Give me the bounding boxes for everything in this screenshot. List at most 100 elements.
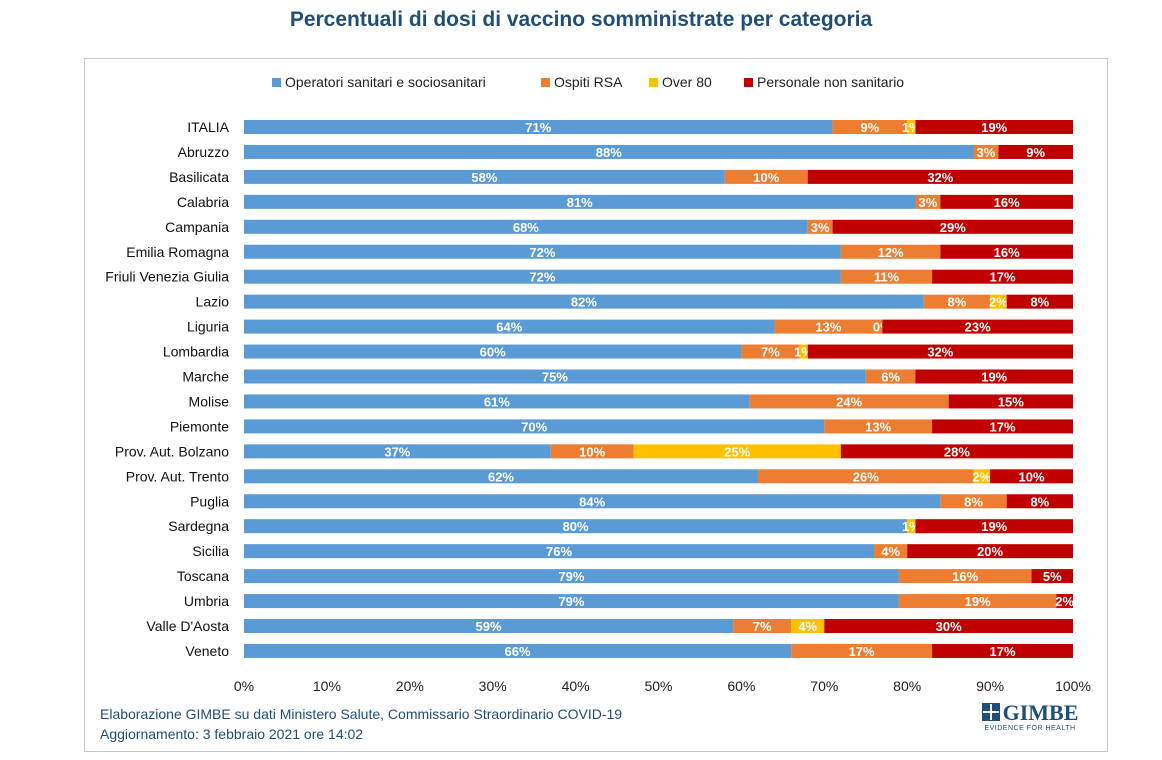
bar-segment: [244, 519, 908, 534]
category-label: Liguria: [187, 319, 229, 335]
bar-segment: [807, 219, 833, 234]
legend-swatch: [272, 78, 281, 87]
data-label: 32%: [927, 345, 953, 360]
data-label: 60%: [480, 345, 506, 360]
data-label: 10%: [579, 444, 605, 459]
data-label: 62%: [488, 469, 514, 484]
category-label: Umbria: [184, 593, 229, 609]
category-label: Prov. Aut. Bolzano: [115, 443, 229, 459]
category-label: Lombardia: [163, 344, 229, 360]
data-label: 5%: [1043, 569, 1062, 584]
bar-segment: [824, 419, 933, 434]
legend-swatch: [744, 78, 753, 87]
data-label: 3%: [977, 145, 996, 160]
bar-segment: [741, 344, 800, 359]
bar-segment: [932, 269, 1073, 284]
bar-segment: [915, 194, 941, 209]
bar-segment: [244, 444, 551, 459]
legend-label: Personale non sanitario: [757, 74, 904, 90]
bar-segment: [807, 344, 1073, 359]
bar-segment: [973, 469, 991, 484]
bar-segment: [898, 594, 1057, 609]
bar-segment: [840, 269, 933, 284]
bar-segment: [244, 120, 833, 134]
bar-segment: [550, 444, 634, 459]
data-label: 24%: [836, 394, 862, 409]
x-tick-label: 100%: [1055, 678, 1091, 694]
legend-swatch: [541, 78, 550, 87]
data-label: 71%: [525, 120, 551, 135]
data-label: 64%: [496, 320, 522, 335]
data-label: 9%: [860, 120, 879, 135]
data-label: 19%: [965, 594, 991, 609]
bar-segment: [932, 643, 1073, 658]
x-tick-label: 80%: [893, 678, 921, 694]
bar-segment: [1006, 294, 1073, 309]
bar-segment: [932, 419, 1073, 434]
bar-segment: [940, 494, 1007, 509]
data-label: 10%: [1019, 469, 1045, 484]
data-label: 19%: [981, 519, 1007, 534]
bar-segment: [915, 519, 1073, 534]
update-line: Aggiornamento: 3 febbraio 2021 ore 14:02: [100, 726, 364, 742]
data-label: 59%: [476, 619, 502, 634]
data-label: 19%: [981, 120, 1007, 135]
data-label: 20%: [977, 544, 1003, 559]
data-label: 68%: [513, 220, 539, 235]
x-tick-label: 40%: [562, 678, 590, 694]
data-label: 4%: [798, 619, 817, 634]
data-label: 11%: [874, 270, 900, 285]
bar-segment: [244, 194, 916, 209]
bar-segment: [840, 244, 941, 259]
data-label: 8%: [964, 494, 983, 509]
data-label: 7%: [761, 345, 780, 360]
category-label: Abruzzo: [178, 144, 230, 160]
bar-segment: [244, 144, 974, 159]
bar-segment: [940, 194, 1073, 209]
data-label: 32%: [927, 170, 953, 185]
bar-segment: [973, 144, 999, 159]
bar-segment: [244, 544, 875, 559]
category-label: Calabria: [177, 194, 229, 210]
data-label: 80%: [563, 519, 589, 534]
data-label: 82%: [571, 295, 597, 310]
bar-segment: [244, 219, 808, 234]
data-label: 72%: [529, 245, 555, 260]
data-label: 29%: [940, 220, 966, 235]
data-label: 3%: [919, 195, 938, 210]
bar-segment: [244, 419, 825, 434]
bar-segment: [244, 344, 742, 359]
bar-segment: [840, 444, 1073, 459]
bar-segment: [882, 319, 1073, 334]
bar-segment: [244, 469, 758, 484]
bar-segment: [923, 294, 991, 309]
bar-segment: [791, 619, 825, 633]
data-label: 2%: [989, 295, 1008, 310]
chart-title: Percentuali di dosi di vaccino somminist…: [289, 8, 873, 31]
legend-swatch: [649, 78, 658, 87]
x-tick-label: 30%: [479, 678, 507, 694]
bar-segment: [244, 619, 734, 633]
data-label: 8%: [1030, 494, 1049, 509]
category-label: Toscana: [177, 568, 229, 584]
bar-segment: [244, 244, 841, 259]
data-label: 17%: [990, 270, 1016, 285]
bar-segment: [990, 294, 1007, 309]
legend-label: Operatori sanitari e sociosanitari: [285, 74, 486, 90]
data-label: 17%: [990, 644, 1016, 659]
data-label: 66%: [505, 644, 531, 659]
bar-segment: [749, 394, 949, 409]
x-tick-label: 50%: [644, 678, 672, 694]
logo-grid-icon: [981, 703, 1000, 721]
x-tick-label: 90%: [976, 678, 1004, 694]
data-label: 17%: [849, 644, 875, 659]
bar-segment: [1056, 594, 1073, 609]
bar-segment: [244, 594, 899, 609]
bar-segment: [874, 544, 908, 559]
bar-segment: [832, 120, 908, 134]
category-label: Valle D'Aosta: [146, 618, 229, 634]
data-label: 26%: [853, 469, 879, 484]
data-label: 23%: [965, 320, 991, 335]
bar-segment: [774, 319, 883, 334]
data-label: 79%: [558, 594, 584, 609]
